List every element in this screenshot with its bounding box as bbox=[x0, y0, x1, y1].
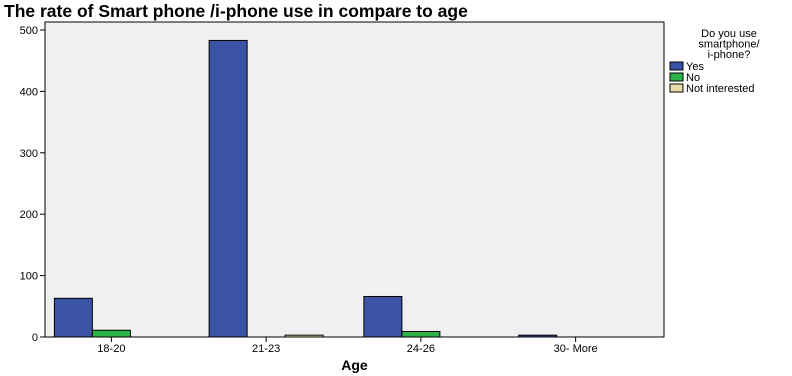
chart-title: The rate of Smart phone /i-phone use in … bbox=[4, 1, 468, 21]
bar-yes-1 bbox=[208, 39, 248, 338]
y-tick-label: 500 bbox=[20, 25, 38, 37]
legend-title: i-phone? bbox=[708, 49, 751, 61]
legend-label: Not interested bbox=[686, 83, 754, 95]
legend-title: Do you use bbox=[701, 28, 757, 40]
y-tick-label: 200 bbox=[20, 209, 38, 221]
x-tick-label: 21-23 bbox=[252, 343, 280, 355]
legend-label: Yes bbox=[686, 61, 704, 73]
legend-swatch bbox=[669, 61, 684, 71]
y-tick-label: 400 bbox=[20, 86, 38, 98]
bar-not-interested-1 bbox=[284, 334, 324, 338]
y-tick-label: 0 bbox=[32, 332, 38, 344]
bar-yes-0 bbox=[53, 297, 93, 338]
y-tick-label: 300 bbox=[20, 148, 38, 160]
legend-label: No bbox=[686, 72, 700, 84]
plot-area bbox=[44, 21, 665, 338]
bar-yes-2 bbox=[363, 295, 403, 338]
legend-title: smartphone/ bbox=[698, 39, 760, 51]
legend-swatch bbox=[669, 83, 684, 93]
y-tick-label: 100 bbox=[20, 271, 38, 283]
legend-swatch bbox=[669, 72, 684, 82]
x-tick-label: 30- More bbox=[554, 343, 598, 355]
x-tick-label: 24-26 bbox=[407, 343, 435, 355]
x-axis-title: Age bbox=[341, 357, 368, 373]
bar-no-2 bbox=[401, 330, 441, 338]
bar-yes-3 bbox=[518, 334, 558, 338]
bar-no-0 bbox=[91, 329, 131, 338]
x-tick-label: 18-20 bbox=[97, 343, 125, 355]
